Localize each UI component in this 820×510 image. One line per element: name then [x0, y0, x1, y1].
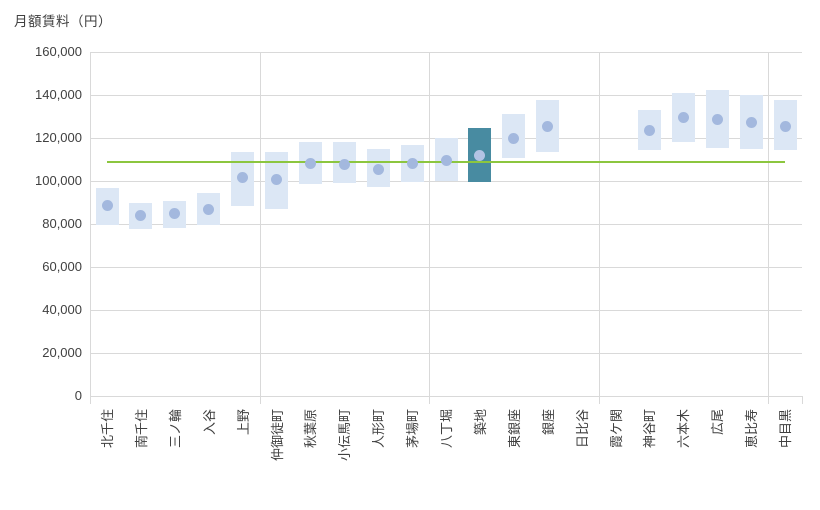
x-axis-category-label-text: 入谷 — [201, 409, 217, 436]
x-axis-category-label-text: 東銀座 — [506, 409, 522, 449]
x-axis-line — [90, 396, 802, 397]
gridline-horizontal — [90, 52, 802, 53]
x-axis-tick — [90, 396, 91, 404]
gridline-horizontal — [90, 310, 802, 311]
x-axis-category-label-text: 六本木 — [676, 409, 692, 449]
x-axis-tick — [802, 396, 803, 404]
y-axis-tick-label: 160,000 — [35, 44, 82, 59]
y-axis-tick-label: 100,000 — [35, 173, 82, 188]
x-axis-category-label-text: 人形町 — [371, 409, 387, 449]
median-dot[interactable] — [203, 203, 215, 215]
x-axis-category-label-text: 三ノ輪 — [167, 409, 183, 449]
x-axis-category-label-text: 上野 — [235, 409, 251, 436]
y-axis-tick-label: 20,000 — [42, 345, 82, 360]
chart-title: 月額賃料（円） — [14, 14, 112, 29]
x-axis-tick — [429, 396, 430, 404]
gridline-horizontal — [90, 224, 802, 225]
x-axis-category-label-text: 神谷町 — [642, 409, 658, 449]
x-axis-category-label-text: 広尾 — [710, 409, 726, 436]
median-dot[interactable] — [643, 125, 655, 136]
y-axis-tick-label: 60,000 — [42, 259, 82, 274]
y-axis-tick-label: 40,000 — [42, 302, 82, 317]
gridline-vertical — [598, 52, 600, 396]
x-axis-tick — [259, 396, 261, 404]
x-axis-category-label-text: 仲御徒町 — [269, 409, 285, 462]
x-axis-category-label-text: 八丁堀 — [439, 409, 454, 449]
median-dot[interactable] — [101, 200, 113, 212]
gridline-horizontal — [90, 95, 802, 96]
median-dot[interactable] — [474, 149, 486, 161]
median-dot[interactable] — [440, 155, 452, 167]
x-axis-tick — [768, 396, 770, 404]
x-axis-category-label-text: 中目黒 — [778, 409, 793, 449]
gridline-vertical — [259, 52, 261, 396]
median-dot[interactable] — [237, 172, 249, 184]
y-axis-tick-label: 0 — [74, 388, 82, 403]
x-axis-category-label-text: 恵比寿 — [744, 409, 760, 449]
y-axis-tick-label: 80,000 — [42, 216, 82, 231]
gridline-horizontal — [90, 267, 802, 268]
median-dot[interactable] — [745, 117, 757, 129]
y-axis-line — [90, 52, 91, 396]
gridline-horizontal — [90, 353, 802, 354]
median-dot[interactable] — [508, 132, 520, 144]
x-axis-category-label-text: 霞ケ関 — [608, 409, 624, 449]
median-dot[interactable] — [677, 112, 689, 124]
x-axis-category-label-text: 南千住 — [133, 409, 149, 449]
x-axis-category-label-text: 銀座 — [540, 409, 556, 436]
median-dot[interactable] — [372, 163, 384, 175]
median-dot[interactable] — [711, 114, 723, 126]
median-dot[interactable] — [271, 174, 282, 186]
x-axis-category-label-text: 小伝馬町 — [337, 409, 353, 462]
median-dot[interactable] — [542, 120, 554, 132]
gridline-vertical — [768, 52, 770, 396]
median-dot[interactable] — [169, 207, 181, 219]
median-dot[interactable] — [338, 159, 350, 171]
x-axis-category-label-text: 茅場町 — [405, 409, 421, 449]
x-axis-category-label-text: 日比谷 — [574, 409, 590, 449]
y-axis-tick-label: 120,000 — [35, 130, 82, 145]
gridline-horizontal — [90, 181, 802, 182]
x-axis-category-label-text: 秋葉原 — [303, 409, 319, 449]
x-axis-category-label-text: 北千住 — [100, 409, 115, 449]
x-axis-category-label-text: 築地 — [472, 409, 488, 436]
median-dot[interactable] — [135, 209, 147, 221]
gridline-vertical — [429, 52, 430, 396]
median-dot[interactable] — [779, 120, 791, 132]
x-axis-tick — [598, 396, 600, 404]
median-dot[interactable] — [406, 158, 418, 170]
median-dot[interactable] — [304, 158, 316, 170]
y-axis-tick-label: 140,000 — [35, 87, 82, 102]
